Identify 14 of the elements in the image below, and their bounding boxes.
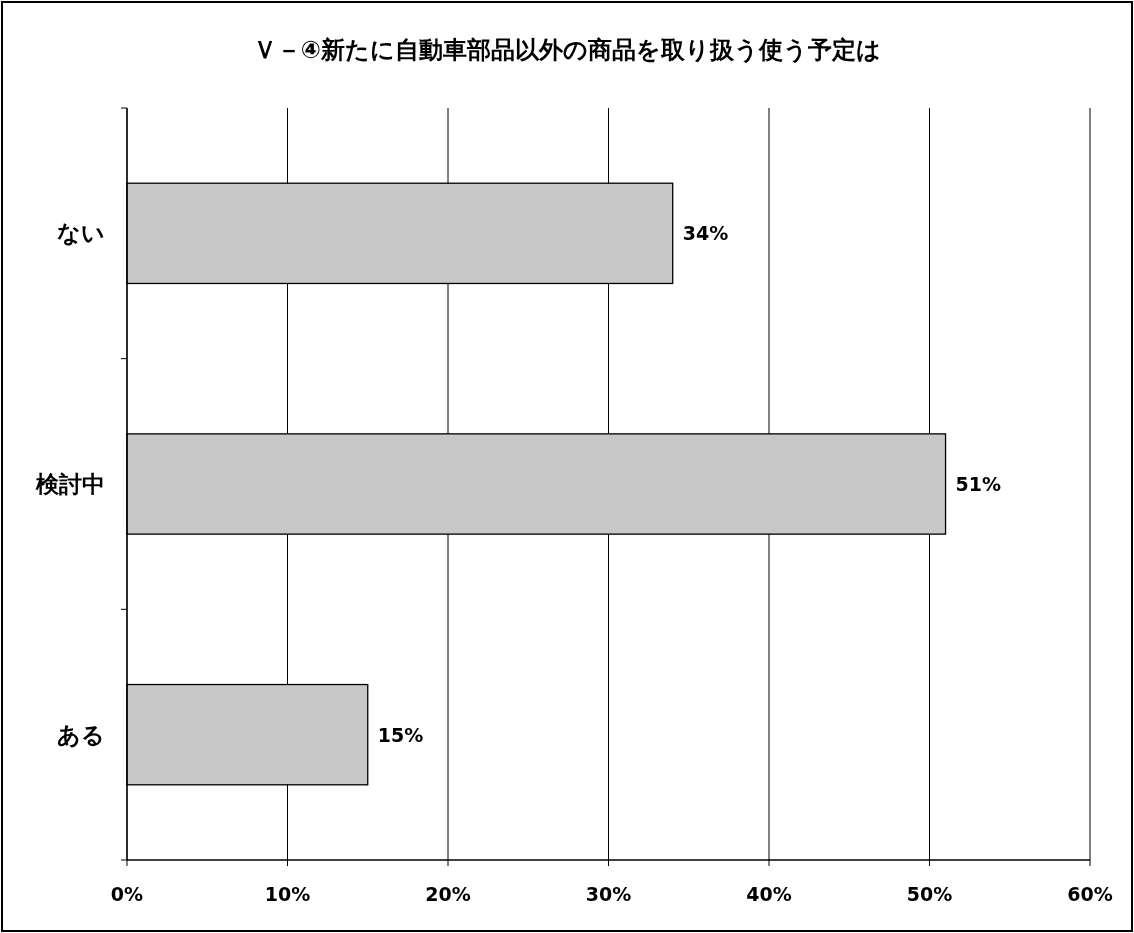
x-tick-label: 30% bbox=[585, 883, 632, 905]
x-tick-label: 10% bbox=[264, 883, 311, 905]
x-tick-label: 40% bbox=[746, 883, 792, 905]
x-tick-label: 0% bbox=[110, 883, 144, 905]
data-label: 34% bbox=[682, 222, 729, 245]
data-label: 15% bbox=[377, 723, 424, 746]
chart-title: Ｖ－④新たに自動車部品以外の商品を取り扱う使う予定は bbox=[252, 36, 882, 64]
x-tick-label: 20% bbox=[425, 883, 471, 905]
y-tick-label: ある bbox=[57, 721, 105, 748]
x-tick-label: 50% bbox=[906, 883, 953, 905]
x-tick-label: 60% bbox=[1067, 883, 1113, 905]
data-label: 51% bbox=[955, 473, 1002, 495]
y-tick-label: 検討中 bbox=[35, 471, 105, 497]
y-tick-label: ない bbox=[57, 220, 105, 247]
